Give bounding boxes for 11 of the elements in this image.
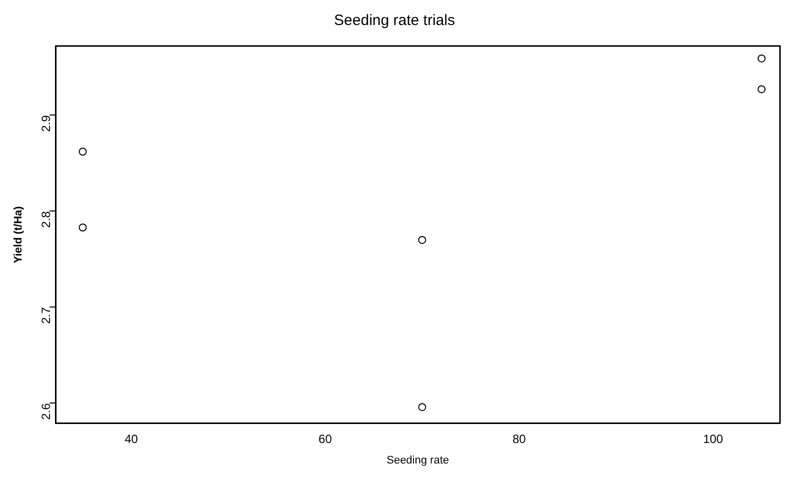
x-tick-label: 60 [318, 432, 332, 446]
y-tick-label: 2.7 [38, 306, 53, 324]
y-tick-label: 2.8 [38, 210, 53, 228]
x-tick-label: 100 [703, 432, 724, 446]
x-tick-label: 40 [124, 432, 138, 446]
x-axis-title: Seeding rate [386, 454, 449, 466]
y-axis-title: Yield (t/Ha) [12, 206, 25, 264]
y-tick-label: 2.6 [38, 402, 53, 420]
x-tick-label: 80 [512, 432, 526, 446]
y-tick-label: 2.9 [38, 114, 53, 132]
chart-title: Seeding rate trials [334, 12, 455, 30]
